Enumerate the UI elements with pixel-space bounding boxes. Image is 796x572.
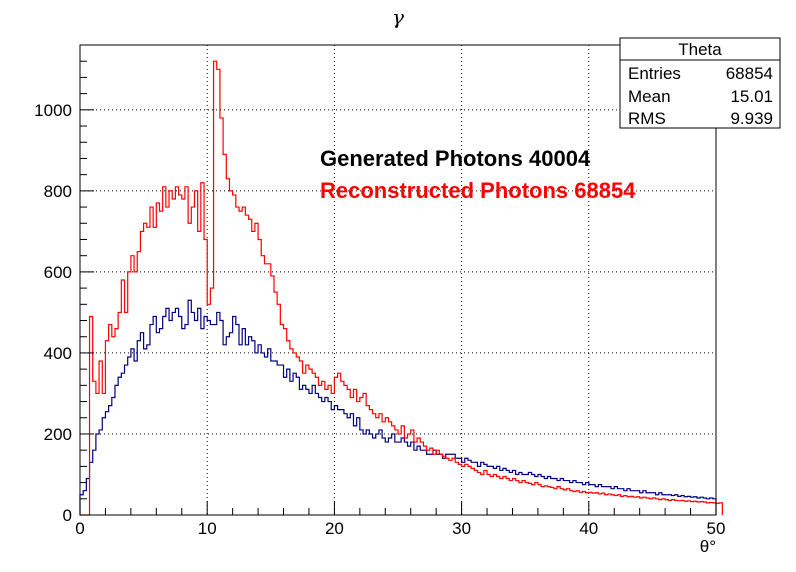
stats-box: Theta Entries 68854 Mean 15.01 RMS 9.939: [619, 37, 781, 129]
x-tick-label: 10: [198, 519, 217, 538]
y-tick-label: 1000: [34, 101, 72, 120]
plot-frame: [79, 44, 717, 516]
stats-entries-value: 68854: [726, 64, 773, 83]
x-tick-label: 0: [75, 519, 84, 538]
x-tick-label: 20: [325, 519, 344, 538]
stats-mean-value: 15.01: [730, 87, 773, 106]
stats-mean-label: Mean: [628, 87, 671, 106]
legend-reconstructed-photons: Reconstructed Photons 68854: [320, 178, 636, 203]
series-1-histogram: [80, 60, 723, 516]
y-tick-label: 200: [44, 425, 72, 444]
stats-box-title: Theta: [678, 40, 722, 59]
x-axis-label: θ°: [700, 537, 716, 556]
x-tick-label: 30: [452, 519, 471, 538]
series-layer: [79, 60, 723, 516]
legend-generated-photons: Generated Photons 40004: [320, 146, 591, 171]
stats-entries-label: Entries: [628, 64, 681, 83]
axis-tick-labels: 0 10 20 30 40 50 0 200 400 600 800 1000: [34, 101, 725, 538]
y-tick-label: 400: [44, 344, 72, 363]
y-tick-label: 0: [63, 506, 72, 525]
legend: Generated Photons 40004 Reconstructed Ph…: [320, 146, 636, 203]
series-0-histogram: [79, 299, 717, 515]
x-tick-label: 40: [579, 519, 598, 538]
y-tick-label: 800: [44, 182, 72, 201]
stats-box-frame: [619, 37, 781, 129]
y-tick-label: 600: [44, 263, 72, 282]
stats-rms-label: RMS: [628, 109, 666, 128]
chart-title: γ: [392, 5, 404, 29]
stats-rms-value: 9.939: [730, 109, 773, 128]
x-tick-label: 50: [707, 519, 726, 538]
axis-ticks: [79, 44, 717, 516]
